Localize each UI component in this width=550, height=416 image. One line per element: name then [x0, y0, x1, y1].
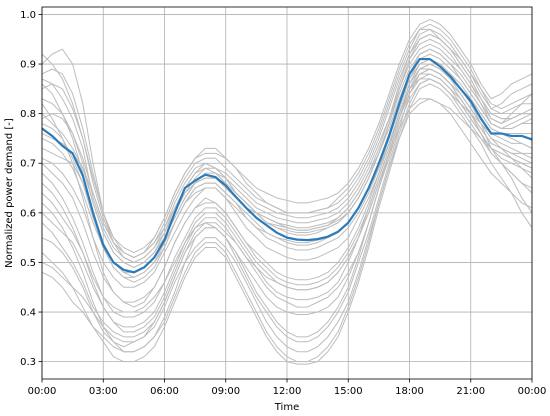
x-tick-label: 06:00 — [150, 386, 179, 397]
x-tick-label: 12:00 — [273, 386, 302, 397]
y-tick-label: 0.9 — [20, 60, 36, 71]
x-tick-label: 03:00 — [89, 386, 118, 397]
y-tick-label: 0.8 — [20, 109, 36, 120]
individual-profile-lines — [41, 18, 533, 365]
individual-profile-line — [41, 48, 532, 258]
y-tick-label: 0.4 — [20, 308, 36, 319]
individual-profile-line — [41, 98, 533, 313]
y-axis-ticks: 0.3 0.4 0.5 0.6 0.7 0.8 0.9 1.0 — [20, 10, 42, 368]
y-tick-label: 0.3 — [20, 357, 36, 368]
y-tick-label: 1.0 — [20, 10, 36, 21]
individual-profile-line — [41, 83, 533, 365]
individual-profile-line — [41, 68, 532, 288]
y-tick-label: 0.6 — [20, 208, 36, 219]
x-tick-label: 21:00 — [456, 386, 485, 397]
individual-profile-line — [41, 43, 533, 263]
mean-profile-line-group — [41, 57, 533, 274]
y-tick-label: 0.7 — [20, 159, 36, 170]
individual-profile-line — [41, 63, 533, 348]
individual-profile-line — [41, 53, 532, 278]
x-axis-ticks: 00:00 03:00 06:00 09:00 12:00 15:00 18:00 21:00… — [28, 379, 547, 397]
individual-profile-line — [41, 33, 532, 268]
x-tick-label: 09:00 — [211, 386, 240, 397]
y-axis-label: Normalized power demand [-] — [4, 118, 15, 268]
individual-profile-line — [41, 38, 533, 273]
individual-profile-line — [41, 98, 533, 353]
x-tick-label: 15:00 — [334, 386, 363, 397]
individual-profile-line — [41, 78, 533, 338]
x-tick-label: 18:00 — [395, 386, 424, 397]
y-tick-label: 0.5 — [20, 258, 36, 269]
x-axis-label: Time — [274, 402, 299, 413]
x-tick-label: 00:00 — [518, 386, 547, 397]
x-tick-label: 00:00 — [28, 386, 57, 397]
mean-profile-line — [41, 57, 533, 274]
individual-profile-line — [41, 18, 533, 254]
